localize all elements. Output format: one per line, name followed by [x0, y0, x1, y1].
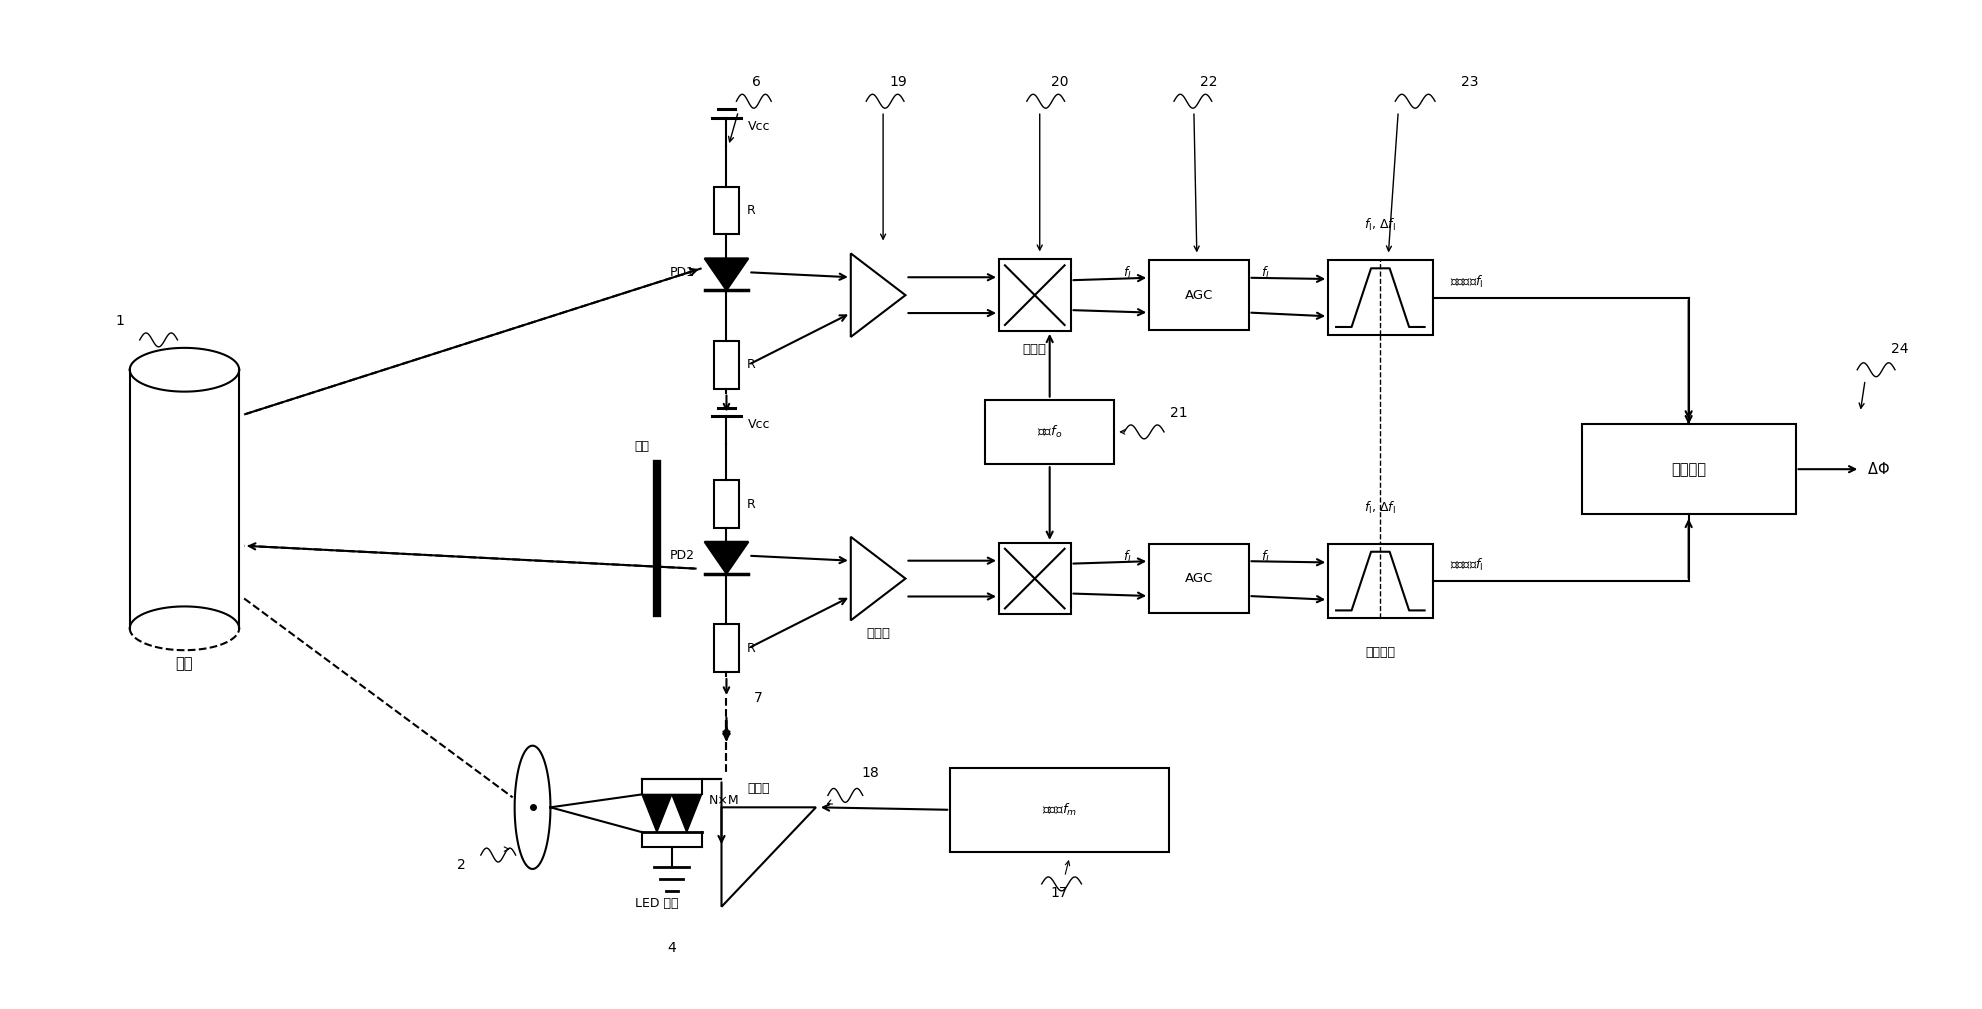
Text: 参考信号$f_\mathrm{I}$: 参考信号$f_\mathrm{I}$ [1449, 557, 1483, 573]
Bar [714, 187, 739, 234]
Text: 20: 20 [1050, 76, 1068, 90]
Text: PD2: PD2 [670, 549, 694, 562]
Text: LED 阵列: LED 阵列 [634, 897, 678, 910]
Text: R: R [745, 358, 755, 371]
Text: 23: 23 [1461, 76, 1479, 90]
Text: $f_I$: $f_I$ [1261, 549, 1268, 565]
Bar [714, 480, 739, 528]
Text: AGC: AGC [1183, 572, 1213, 585]
Text: N×M: N×M [708, 794, 739, 807]
Bar [1148, 260, 1249, 330]
Text: 2: 2 [456, 858, 466, 872]
Text: 放大器: 放大器 [866, 627, 890, 640]
Text: 7: 7 [753, 691, 763, 705]
Bar [999, 259, 1070, 331]
Text: $f_\mathrm{I}$, $\Delta f_\mathrm{I}$: $f_\mathrm{I}$, $\Delta f_\mathrm{I}$ [1364, 499, 1395, 516]
Text: 被测信号$f_\mathrm{I}$: 被测信号$f_\mathrm{I}$ [1449, 273, 1483, 290]
Polygon shape [642, 794, 672, 832]
Bar [1148, 544, 1249, 613]
Text: 目标: 目标 [176, 656, 192, 671]
Text: $f_I$: $f_I$ [1122, 549, 1132, 565]
Bar [1582, 425, 1794, 514]
Text: 21: 21 [1169, 406, 1187, 420]
Bar [1328, 260, 1431, 335]
Text: 混频器: 混频器 [1023, 343, 1046, 356]
Polygon shape [704, 542, 747, 574]
Text: 1: 1 [115, 314, 125, 328]
Text: 24: 24 [1891, 342, 1909, 356]
Text: Vcc: Vcc [747, 120, 771, 132]
Polygon shape [704, 258, 747, 291]
Text: 6: 6 [751, 76, 761, 90]
Text: 19: 19 [888, 76, 906, 90]
Text: 本振$f_o$: 本振$f_o$ [1037, 424, 1062, 440]
Bar [985, 400, 1114, 464]
Text: 带通滤波: 带通滤波 [1366, 646, 1395, 659]
Text: $f_I$: $f_I$ [1122, 265, 1132, 282]
Bar [949, 768, 1169, 852]
Text: $\Delta\Phi$: $\Delta\Phi$ [1867, 461, 1889, 477]
Bar [714, 625, 739, 672]
Text: 17: 17 [1050, 886, 1068, 900]
Polygon shape [672, 794, 702, 832]
Text: R: R [745, 204, 755, 217]
Bar [1328, 544, 1431, 619]
Text: 相移检测: 相移检测 [1671, 462, 1705, 476]
Text: 驱动器: 驱动器 [747, 782, 769, 795]
Text: Vcc: Vcc [747, 418, 771, 431]
Text: 挡板: 挡板 [634, 440, 648, 453]
Text: 4: 4 [668, 940, 676, 955]
Text: 22: 22 [1199, 76, 1217, 90]
Text: AGC: AGC [1183, 289, 1213, 302]
Text: $f_I$: $f_I$ [1261, 265, 1268, 282]
Text: $f_\mathrm{I}$, $\Delta f_\mathrm{I}$: $f_\mathrm{I}$, $\Delta f_\mathrm{I}$ [1364, 217, 1395, 233]
Bar [714, 341, 739, 388]
Text: 调制源$f_m$: 调制源$f_m$ [1041, 802, 1076, 818]
Text: R: R [745, 497, 755, 511]
Text: R: R [745, 642, 755, 655]
Text: 18: 18 [862, 767, 880, 781]
Text: PD1: PD1 [670, 265, 694, 278]
Bar [999, 543, 1070, 614]
